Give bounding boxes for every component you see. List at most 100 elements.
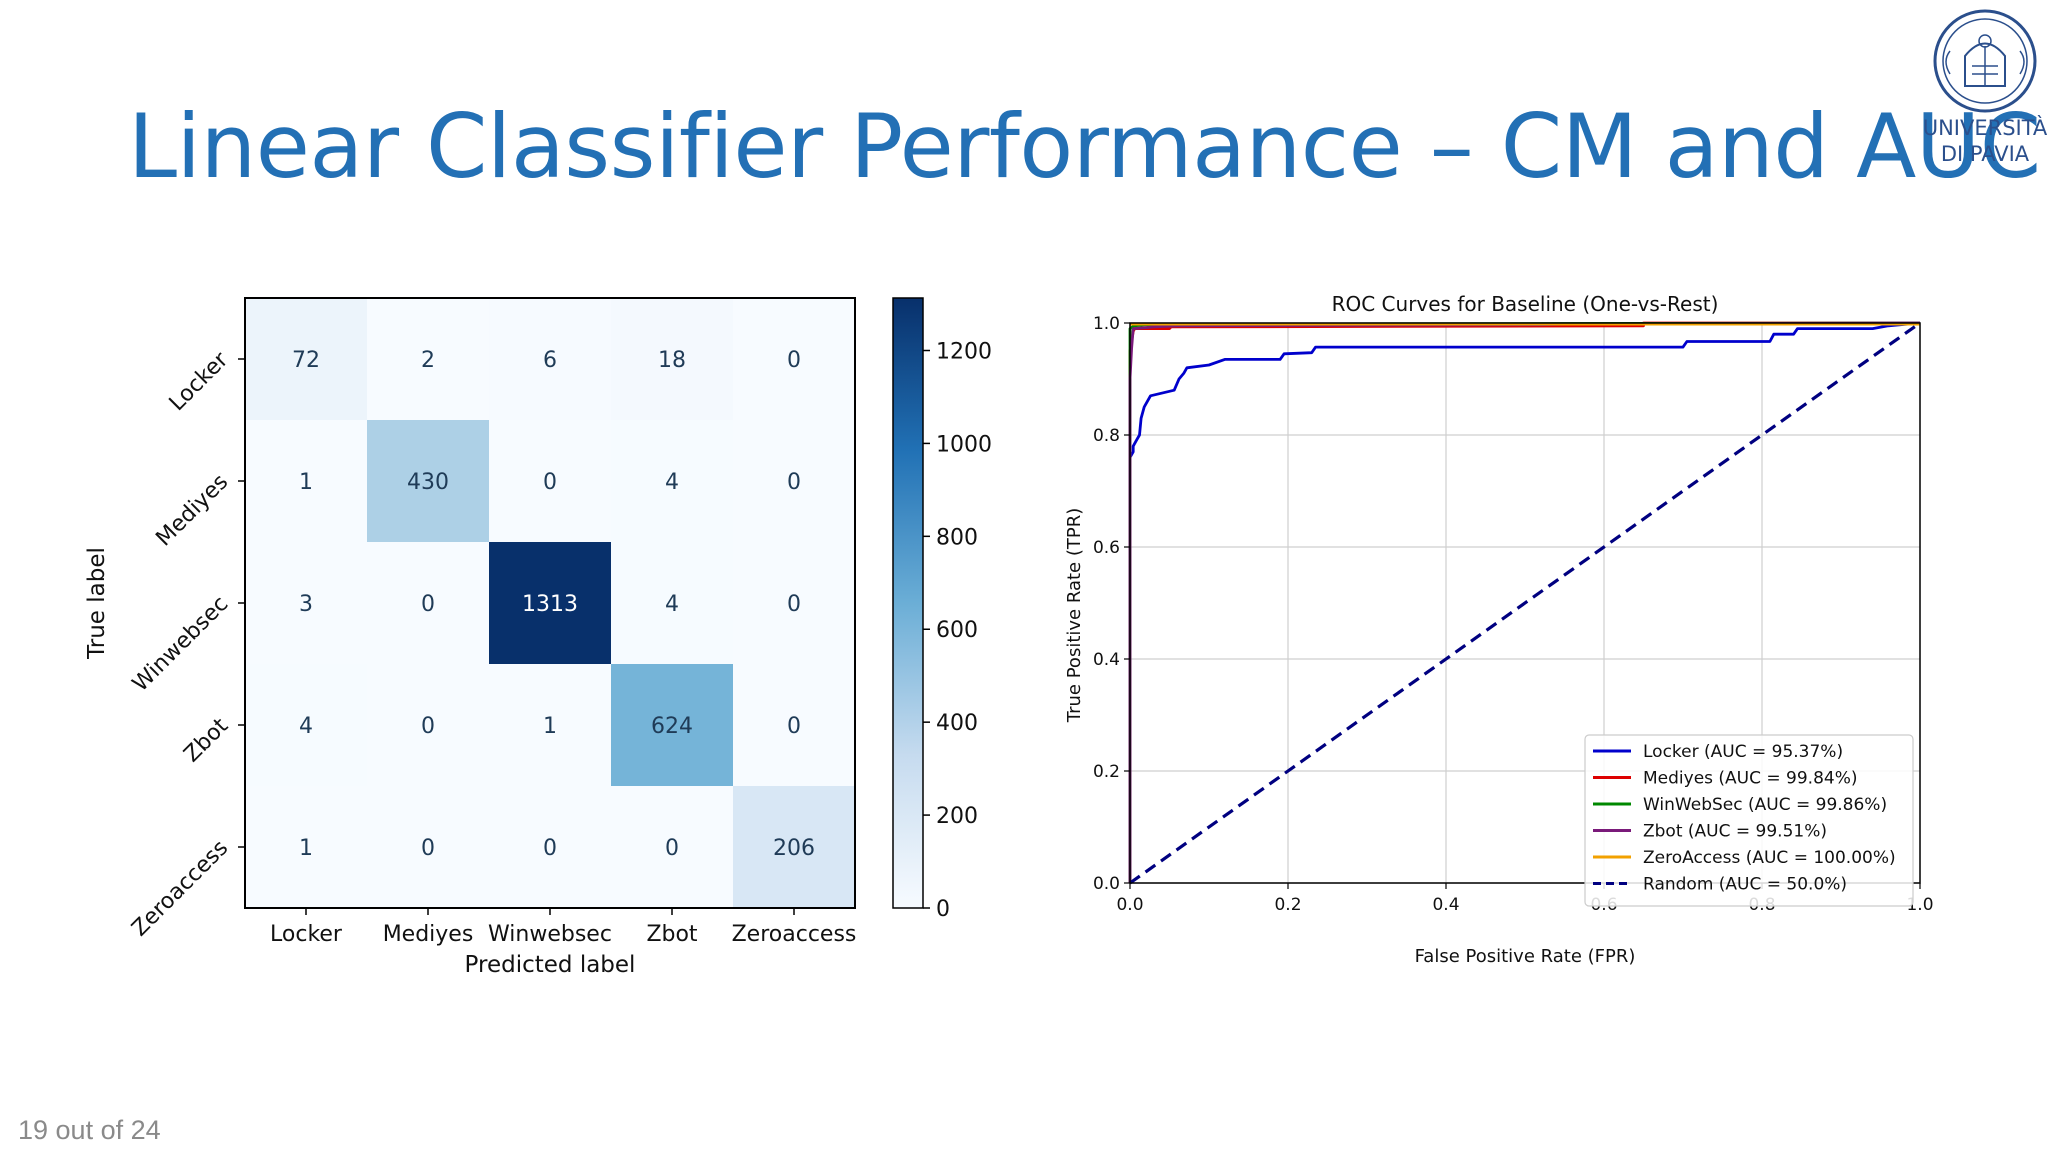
roc-x-axis-label: False Positive Rate (FPR) xyxy=(1415,946,1636,967)
cm-cell xyxy=(733,786,856,909)
roc-y-tick-label: 0.8 xyxy=(1093,426,1120,446)
roc-legend-box xyxy=(1584,734,1914,907)
cm-cell xyxy=(367,542,490,665)
cm-x-tick-label: Zeroaccess xyxy=(732,922,857,947)
page-indicator: 19 out of 24 xyxy=(18,1115,161,1145)
roc-y-tick-label: 1.0 xyxy=(1093,314,1120,334)
cm-cell-value: 0 xyxy=(787,348,801,373)
cm-cell xyxy=(611,542,734,665)
cm-cell xyxy=(489,542,612,665)
cm-x-axis-label: Predicted label xyxy=(465,952,636,978)
cm-cell-value: 4 xyxy=(299,714,313,739)
roc-legend-label: ZeroAccess (AUC = 100.00%) xyxy=(1643,848,1896,868)
roc-x-tick-label: 0.0 xyxy=(1116,895,1143,915)
cm-cell-value: 0 xyxy=(421,592,435,617)
roc-frame xyxy=(1129,322,1921,884)
cm-y-tick-label: Mediyes xyxy=(151,470,233,552)
cm-cell xyxy=(245,298,368,421)
cm-cell-value: 624 xyxy=(651,714,693,739)
cm-y-tick-label: Zbot xyxy=(179,713,233,767)
cm-cell-value: 1 xyxy=(299,470,313,495)
roc-y-tick-label: 0.6 xyxy=(1093,538,1120,558)
cm-cell xyxy=(489,786,612,909)
cm-cell-value: 0 xyxy=(665,836,679,861)
cm-cell-value: 0 xyxy=(787,714,801,739)
roc-legend: Locker (AUC = 95.37%) Mediyes (AUC = 99.8… xyxy=(1584,734,1914,907)
roc-legend-label: Locker (AUC = 95.37%) xyxy=(1643,742,1843,762)
roc-legend-label: WinWebSec (AUC = 99.86%) xyxy=(1643,795,1887,815)
roc-y-axis-label: True Positive Rate (TPR) xyxy=(1064,508,1085,723)
logo-text-line2: DI PAVIA xyxy=(1940,142,2030,166)
roc-x-tick-label: 0.2 xyxy=(1274,895,1301,915)
roc-y-tick-label: 0.0 xyxy=(1093,874,1120,894)
cm-cell xyxy=(733,664,856,787)
slide-title: Linear Classifier Performance – CM and A… xyxy=(128,95,2041,198)
cm-x-tick-label: Mediyes xyxy=(383,922,474,947)
cm-cell xyxy=(611,420,734,543)
colorbar-tick-label: 0 xyxy=(936,897,950,922)
cm-cell-value: 0 xyxy=(543,836,557,861)
cm-cell-value: 206 xyxy=(773,836,815,861)
cm-cell-value: 1 xyxy=(299,836,313,861)
cm-cell xyxy=(611,664,734,787)
cm-cell-value: 18 xyxy=(658,348,686,373)
cm-cell-value: 2 xyxy=(421,348,435,373)
cm-y-tick-label: Zeroaccess xyxy=(127,836,233,942)
cm-x-tick-label: Locker xyxy=(270,922,343,947)
cm-cell xyxy=(245,420,368,543)
cm-cell xyxy=(733,542,856,665)
cm-cell-value: 4 xyxy=(665,470,679,495)
cm-y-tick-label: Locker xyxy=(165,347,234,416)
cm-cell xyxy=(245,542,368,665)
colorbar-tick-label: 1200 xyxy=(936,339,992,364)
cm-cell xyxy=(367,664,490,787)
roc-x-tick-label: 0.4 xyxy=(1432,895,1459,915)
roc-series-line xyxy=(1128,321,1921,883)
cm-cell xyxy=(367,420,490,543)
logo-text-line1: UNIVERSITÀ xyxy=(1922,116,2048,140)
cm-cell-value: 1 xyxy=(543,714,557,739)
cm-y-tick-label: Winwebsec xyxy=(128,592,233,697)
cm-cell xyxy=(611,298,734,421)
university-seal-icon xyxy=(1933,9,2037,113)
roc-title: ROC Curves for Baseline (One-vs-Rest) xyxy=(1332,292,1719,316)
cm-cell-value: 0 xyxy=(543,470,557,495)
cm-x-tick-label: Zbot xyxy=(646,922,697,947)
cm-cell xyxy=(245,786,368,909)
cm-cell xyxy=(245,664,368,787)
cm-cell-value: 0 xyxy=(787,470,801,495)
colorbar-tick-label: 400 xyxy=(936,711,978,736)
cm-cell-value: 430 xyxy=(407,470,449,495)
cm-cell-value: 3 xyxy=(299,592,313,617)
cm-cell-value: 6 xyxy=(543,348,557,373)
cm-cell-value: 0 xyxy=(421,714,435,739)
colorbar-tick-label: 800 xyxy=(936,525,978,550)
cm-cell xyxy=(733,298,856,421)
roc-series-line xyxy=(1129,321,1921,885)
colorbar-tick-label: 200 xyxy=(936,804,978,829)
colorbar-tick-label: 1000 xyxy=(936,432,992,457)
colorbar xyxy=(892,297,924,909)
roc-legend-label: Mediyes (AUC = 99.84%) xyxy=(1643,769,1858,789)
cm-cell-value: 72 xyxy=(292,348,320,373)
university-logo: UNIVERSITÀ DI PAVIA xyxy=(1920,6,2048,176)
cm-cell xyxy=(489,664,612,787)
cm-cell-value: 4 xyxy=(665,592,679,617)
roc-y-tick-label: 0.4 xyxy=(1093,650,1120,670)
cm-cell xyxy=(489,298,612,421)
cm-cell-value: 1313 xyxy=(522,592,578,617)
roc-curve-chart: ROC Curves for Baseline (One-vs-Rest) 0.… xyxy=(1064,292,1934,967)
roc-y-tick-label: 0.2 xyxy=(1093,762,1120,782)
cm-cell xyxy=(489,420,612,543)
roc-legend-label: Random (AUC = 50.0%) xyxy=(1643,875,1847,895)
cm-cell-value: 0 xyxy=(787,592,801,617)
cm-cell xyxy=(733,420,856,543)
cm-cell xyxy=(611,786,734,909)
confusion-matrix-chart: 72 2 6 18 01 430 0 4 03 0 1313 4 04 0 1 624 01 0 0 0 206 Loc… xyxy=(84,297,992,978)
cm-cell xyxy=(367,298,490,421)
cm-x-tick-label: Winwebsec xyxy=(488,922,612,947)
cm-y-axis-label: True label xyxy=(84,547,110,660)
cm-cell xyxy=(367,786,490,909)
colorbar-tick-label: 600 xyxy=(936,618,978,643)
cm-cell-value: 0 xyxy=(421,836,435,861)
